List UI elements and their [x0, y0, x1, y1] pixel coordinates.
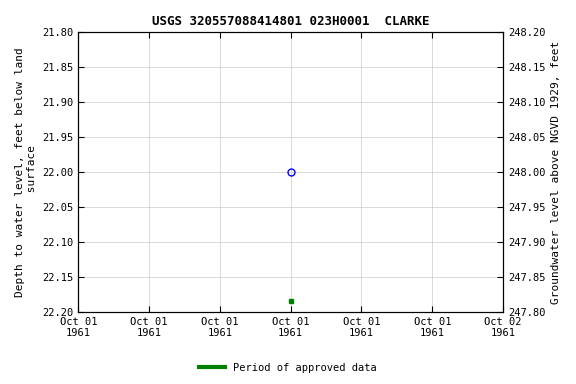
Legend: Period of approved data: Period of approved data: [195, 359, 381, 377]
Title: USGS 320557088414801 023H0001  CLARKE: USGS 320557088414801 023H0001 CLARKE: [152, 15, 430, 28]
Y-axis label: Groundwater level above NGVD 1929, feet: Groundwater level above NGVD 1929, feet: [551, 40, 561, 303]
Y-axis label: Depth to water level, feet below land
 surface: Depth to water level, feet below land su…: [15, 47, 37, 297]
